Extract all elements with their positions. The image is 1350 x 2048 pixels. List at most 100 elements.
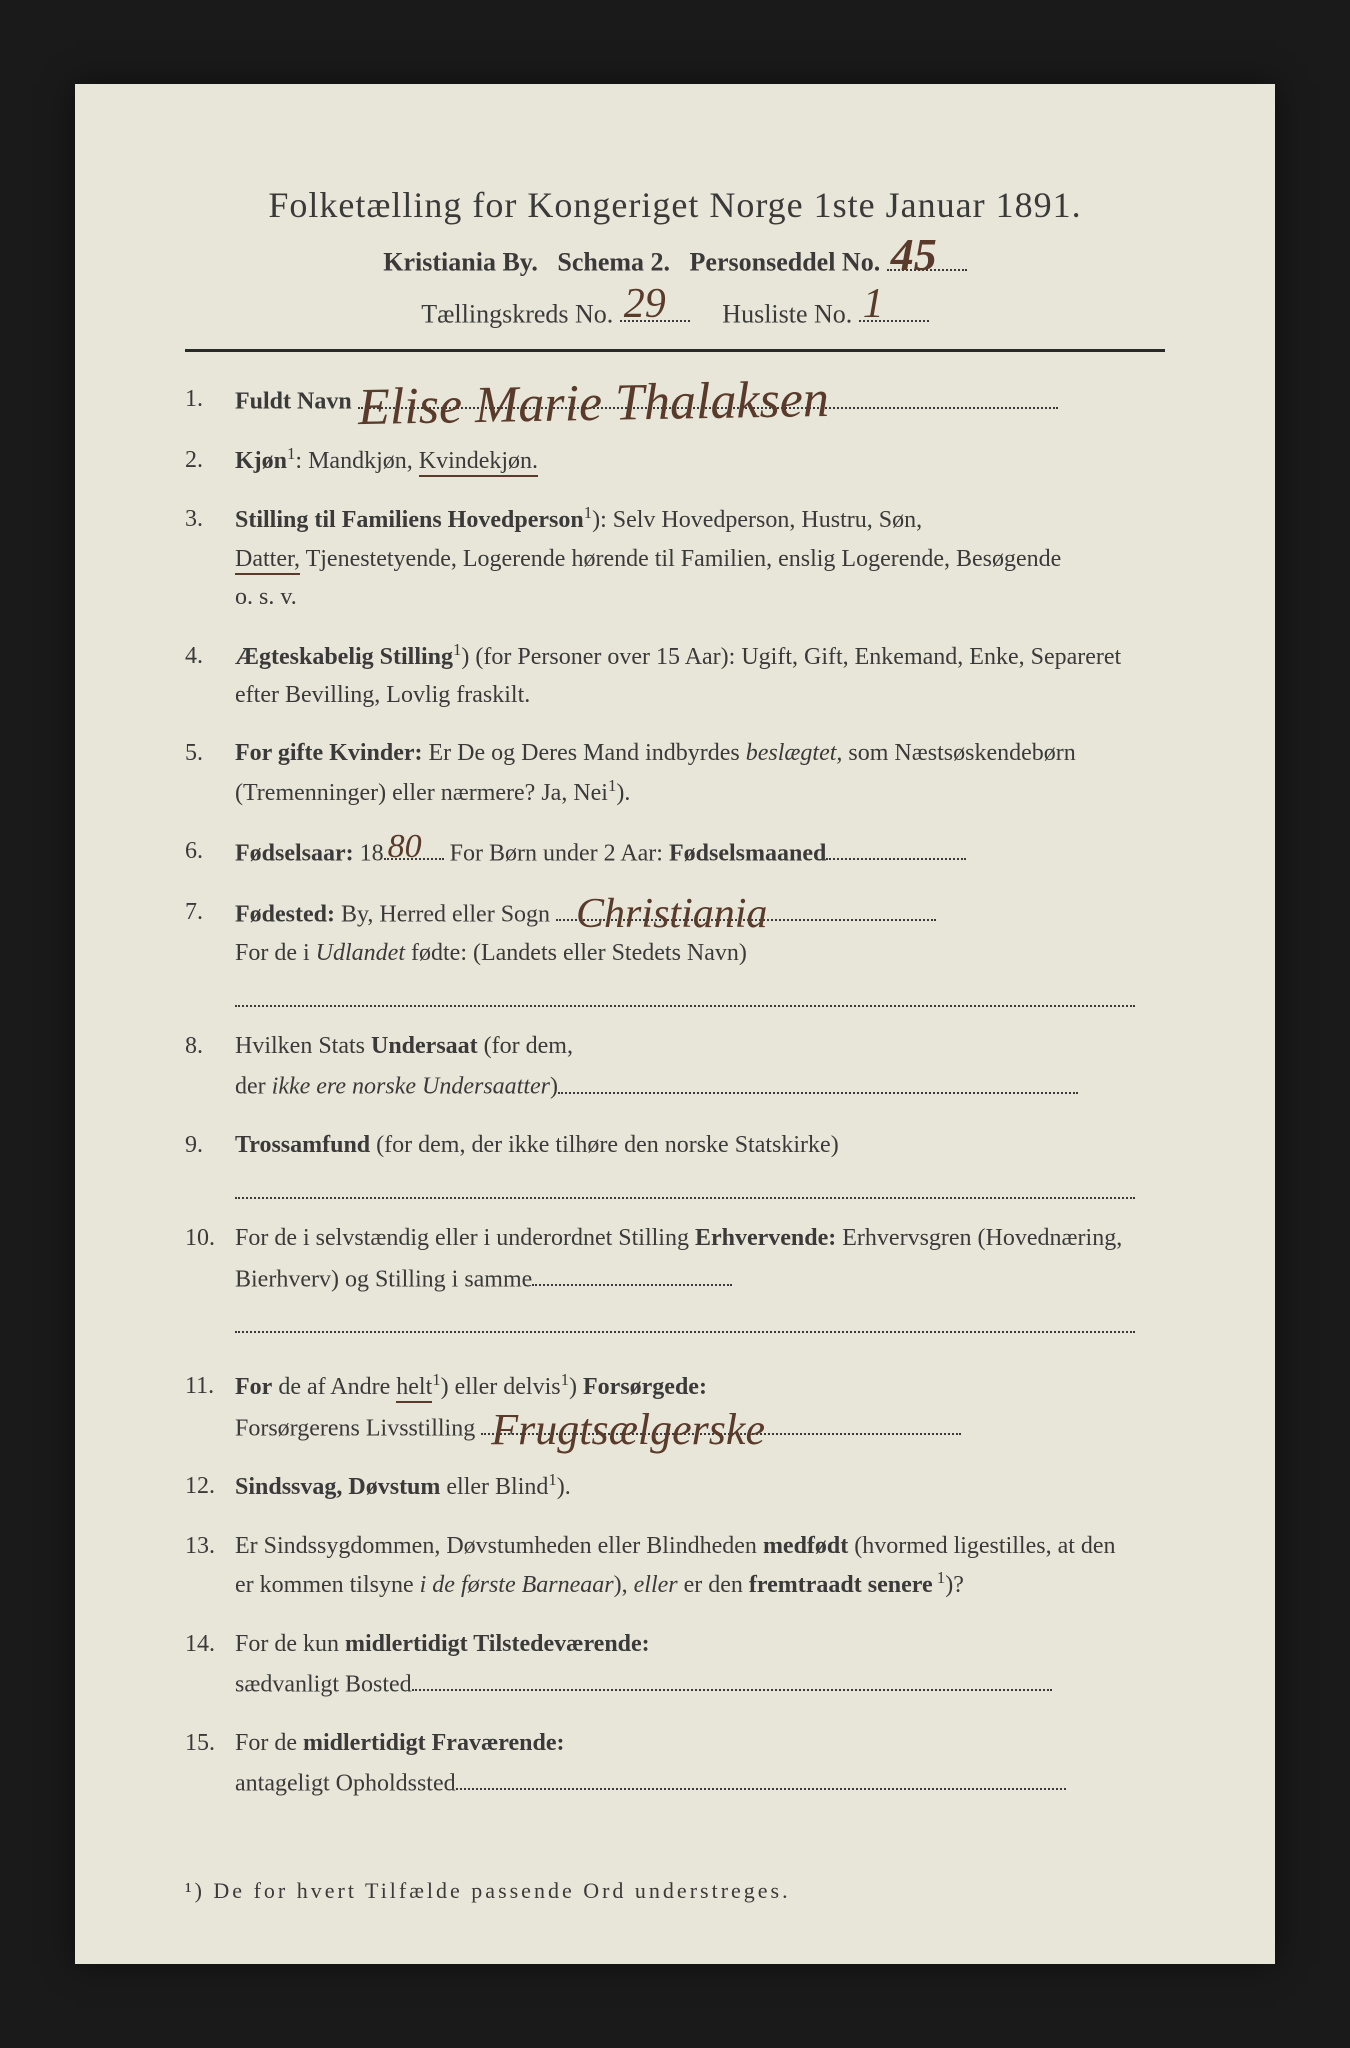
main-title: Folketælling for Kongeriget Norge 1ste J… — [185, 184, 1165, 226]
item-9: 9. Trossamfund (for dem, der ikke tilhør… — [185, 1126, 1165, 1199]
label: Ægteskabelig Stilling — [235, 644, 453, 670]
item-num: 14. — [185, 1625, 229, 1663]
text: For de i selvstændig eller i underordnet… — [235, 1225, 695, 1251]
item-3: 3. Stilling til Familiens Hovedperson1):… — [185, 500, 1165, 616]
item-body: Er Sindssygdommen, Døvstumheden eller Bl… — [235, 1527, 1135, 1605]
subtitle-line: Kristiania By. Schema 2. Personseddel No… — [185, 240, 1165, 278]
item-num: 13. — [185, 1527, 229, 1565]
label: Kjøn — [235, 448, 287, 474]
dotted-line — [235, 1302, 1135, 1333]
text: For Børn under 2 Aar: — [444, 840, 669, 866]
item-body: For de i selvstændig eller i underordnet… — [235, 1219, 1135, 1333]
item-11: 11. For de af Andre helt1) eller delvis1… — [185, 1367, 1165, 1447]
item-num: 8. — [185, 1027, 229, 1065]
label: Sindssvag, Døvstum — [235, 1474, 440, 1500]
label: Erhvervende: — [695, 1225, 836, 1251]
item-12: 12. Sindssvag, Døvstum eller Blind1). — [185, 1467, 1165, 1506]
provider-field: Frugtsælgerske — [481, 1407, 961, 1448]
item-body: Fødested: By, Herred eller Sogn Christia… — [235, 893, 1135, 1007]
prefix: 18 — [354, 840, 384, 866]
item-num: 3. — [185, 500, 229, 538]
italic: beslægtet, — [746, 740, 843, 766]
label: Trossamfund — [235, 1132, 370, 1158]
item-5: 5. For gifte Kvinder: Er De og Deres Man… — [185, 734, 1165, 812]
text: For de i — [235, 940, 316, 966]
label: midlertidigt Tilstedeværende: — [345, 1631, 650, 1657]
item-body: For de midlertidigt Fraværende: antageli… — [235, 1724, 1135, 1803]
bold: medfødt — [763, 1533, 848, 1559]
personseddel-field: 45 — [887, 240, 967, 278]
item-body: Fuldt Navn Elise Marie Thalaksen — [235, 380, 1135, 421]
husliste-label: Husliste No. — [722, 299, 852, 328]
item-body: Kjøn1: Mandkjøn, Kvindekjøn. — [235, 441, 1135, 480]
text: Hvilken Stats — [235, 1033, 371, 1059]
text: Er De og Deres Mand indbyrdes — [423, 740, 746, 766]
birth-year: 80 — [388, 820, 422, 874]
relation-selected: Datter, — [235, 546, 300, 575]
item-4: 4. Ægteskabelig Stilling1) (for Personer… — [185, 637, 1165, 715]
label: midlertidigt Fraværende: — [303, 1730, 565, 1756]
text: ), — [614, 1572, 634, 1598]
item-num: 6. — [185, 832, 229, 870]
text: (for dem, der ikke tilhøre den norske St… — [370, 1132, 839, 1158]
italic: Udlandet — [316, 940, 405, 966]
item-num: 10. — [185, 1219, 229, 1257]
italic: ikke ere norske Undersaatter — [272, 1074, 550, 1100]
italic: i de første Barneaar — [420, 1572, 614, 1598]
item-num: 12. — [185, 1467, 229, 1505]
item-body: Fødselsaar: 1880 For Børn under 2 Aar: F… — [235, 832, 1135, 873]
kreds-field: 29 — [620, 292, 690, 330]
census-form-page: Folketælling for Kongeriget Norge 1ste J… — [75, 84, 1275, 1964]
item-1: 1. Fuldt Navn Elise Marie Thalaksen — [185, 380, 1165, 421]
text: antageligt Opholdssted — [235, 1770, 456, 1796]
text: Forsørgerens Livsstilling — [235, 1415, 475, 1441]
text: der — [235, 1074, 272, 1100]
item-14: 14. For de kun midlertidigt Tilstedevære… — [185, 1625, 1165, 1704]
label: Stilling til Familiens Hovedperson — [235, 507, 584, 533]
text: de af Andre — [272, 1374, 396, 1400]
item-body: Ægteskabelig Stilling1) (for Personer ov… — [235, 637, 1135, 715]
dotted-line — [235, 976, 1135, 1007]
text: sædvanligt Bosted — [235, 1671, 412, 1697]
item-2: 2. Kjøn1: Mandkjøn, Kvindekjøn. — [185, 441, 1165, 480]
dotted-line — [235, 1168, 1135, 1199]
item-8: 8. Hvilken Stats Undersaat (for dem, der… — [185, 1027, 1165, 1106]
name-field: Elise Marie Thalaksen — [358, 380, 1058, 421]
text: eller Blind — [440, 1474, 548, 1500]
text: Er Sindssygdommen, Døvstumheden eller Bl… — [235, 1533, 763, 1559]
item-6: 6. Fødselsaar: 1880 For Børn under 2 Aar… — [185, 832, 1165, 873]
item-num: 2. — [185, 441, 229, 479]
item-7: 7. Fødested: By, Herred eller Sogn Chris… — [185, 893, 1165, 1007]
birthplace-field: Christiania — [556, 893, 936, 934]
label: For gifte Kvinder: — [235, 740, 423, 766]
footnote-text: De for hvert Tilfælde passende Ord under… — [205, 1878, 791, 1903]
year-field: 80 — [384, 832, 444, 873]
item-body: For de af Andre helt1) eller delvis1) Fo… — [235, 1367, 1135, 1447]
footnote-marker: ¹) — [185, 1878, 205, 1903]
bold: fremtraadt senere — [749, 1572, 933, 1598]
kreds-value: 29 — [624, 280, 666, 328]
item-num: 5. — [185, 734, 229, 772]
divider — [185, 349, 1165, 352]
item-num: 7. — [185, 893, 229, 931]
item-body: Trossamfund (for dem, der ikke tilhøre d… — [235, 1126, 1135, 1199]
item-10: 10. For de i selvstændig eller i underor… — [185, 1219, 1165, 1333]
italic: eller — [634, 1572, 678, 1598]
label: Fødested: — [235, 901, 335, 927]
personseddel-label: Personseddel No. — [690, 248, 881, 277]
subtitle-line-2: Tællingskreds No. 29 Husliste No. 1 — [185, 292, 1165, 330]
label: Fødselsaar: — [235, 840, 354, 866]
text: ) — [550, 1074, 558, 1100]
city-label: Kristiania By. — [383, 248, 538, 277]
husliste-value: 1 — [863, 280, 884, 328]
item-body: For gifte Kvinder: Er De og Deres Mand i… — [235, 734, 1135, 812]
text: For de kun — [235, 1631, 345, 1657]
item-num: 1. — [185, 380, 229, 418]
item-num: 4. — [185, 637, 229, 675]
label: For — [235, 1374, 272, 1400]
text: o. s. v. — [235, 584, 297, 610]
provider-value: Frugtsælgerske — [491, 1395, 765, 1465]
full-name-value: Elise Marie Thalaksen — [357, 358, 829, 449]
footnote: ¹) De for hvert Tilfælde passende Ord un… — [185, 1878, 791, 1904]
schema-label: Schema 2. — [557, 248, 670, 277]
